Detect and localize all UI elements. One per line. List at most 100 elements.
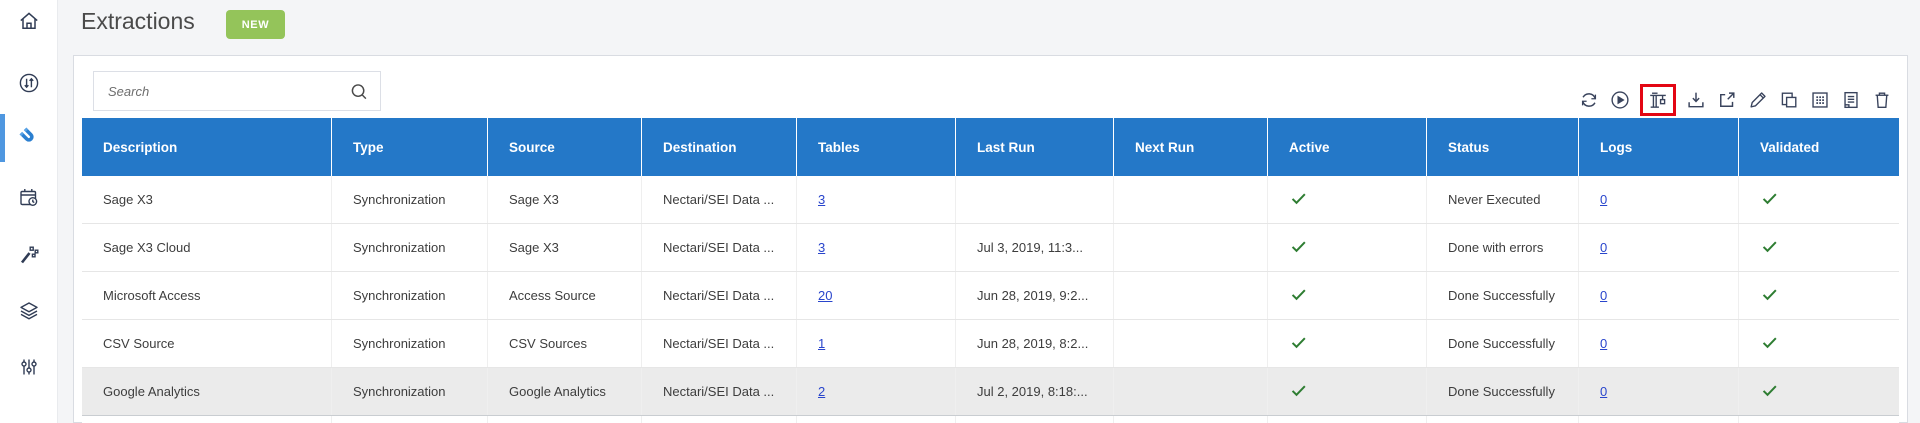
calendar-clock-icon [17, 189, 41, 214]
magnet-icon [17, 127, 41, 153]
cell-next-run [1114, 224, 1268, 271]
logs-link[interactable]: 0 [1600, 384, 1608, 399]
column-header-logs[interactable]: Logs [1579, 118, 1739, 176]
check-icon [1760, 189, 1779, 211]
column-header-source[interactable]: Source [488, 118, 642, 176]
table-body: Sage X3 Synchronization Sage X3 Nectari/… [82, 176, 1899, 416]
cell-next-run [1114, 368, 1268, 415]
check-icon [1760, 381, 1779, 403]
tables-link[interactable]: 20 [818, 288, 833, 303]
search-icon[interactable] [348, 81, 370, 108]
cell-status: Done Successfully [1427, 368, 1579, 415]
cell-type: Synchronization [332, 272, 488, 319]
report-icon[interactable] [1840, 89, 1862, 111]
cell-status: Never Executed [1427, 176, 1579, 223]
transfer-circle-icon [17, 73, 41, 99]
cell-description: Sage X3 [82, 176, 332, 223]
column-header-description[interactable]: Description [82, 118, 332, 176]
table-row[interactable]: Sage X3 Cloud Synchronization Sage X3 Ne… [82, 224, 1899, 272]
check-icon [1289, 333, 1308, 355]
table-row[interactable]: Microsoft Access Synchronization Access … [82, 272, 1899, 320]
cell-destination: Nectari/SEI Data ... [642, 368, 797, 415]
cell-source: Access Source [488, 272, 642, 319]
column-header-destination[interactable]: Destination [642, 118, 797, 176]
delete-icon[interactable] [1871, 89, 1893, 111]
cell-description: Sage X3 Cloud [82, 224, 332, 271]
sidebar-item-extractions[interactable] [17, 125, 41, 149]
column-header-last-run[interactable]: Last Run [956, 118, 1114, 176]
cell-description: Microsoft Access [82, 272, 332, 319]
tables-link[interactable]: 3 [818, 240, 826, 255]
column-header-validated[interactable]: Validated [1760, 139, 1820, 155]
check-icon [1289, 381, 1308, 403]
sidebar-item-transfers[interactable] [17, 71, 41, 95]
cell-status: Done Successfully [1427, 272, 1579, 319]
sidebar-item-wizard[interactable] [17, 243, 41, 267]
new-button[interactable]: NEW [226, 10, 285, 39]
cell-active [1268, 224, 1427, 271]
logs-link[interactable]: 0 [1600, 288, 1608, 303]
refresh-icon[interactable] [1578, 89, 1600, 111]
open-external-icon[interactable] [1716, 89, 1738, 111]
crane-icon[interactable] [1647, 89, 1669, 111]
cell-next-run [1114, 176, 1268, 223]
cell-type: Synchronization [332, 368, 488, 415]
cell-status: Done with errors [1427, 224, 1579, 271]
active-item-indicator [0, 114, 5, 162]
cell-logs: 0 [1579, 272, 1739, 319]
sidebar-item-settings[interactable] [17, 355, 41, 379]
check-icon [1289, 237, 1308, 259]
check-icon [1760, 237, 1779, 259]
home-icon [17, 12, 41, 37]
cell-last-run: Jun 28, 2019, 8:2... [956, 320, 1114, 367]
highlight-box [1640, 84, 1676, 116]
cell-description: Google Analytics [82, 368, 332, 415]
grid-icon[interactable] [1809, 89, 1831, 111]
cell-validated [1739, 176, 1899, 223]
column-header-status[interactable]: Status [1427, 118, 1579, 176]
table-row[interactable]: Sage X3 Synchronization Sage X3 Nectari/… [82, 176, 1899, 224]
cell-destination: Nectari/SEI Data ... [642, 224, 797, 271]
cell-destination: Nectari/SEI Data ... [642, 320, 797, 367]
cell-last-run [956, 176, 1114, 223]
edit-icon[interactable] [1747, 89, 1769, 111]
cell-validated [1739, 224, 1899, 271]
tables-link[interactable]: 2 [818, 384, 826, 399]
column-header-active[interactable]: Active [1268, 118, 1427, 176]
tables-link[interactable]: 3 [818, 192, 826, 207]
cell-next-run [1114, 272, 1268, 319]
cell-validated [1739, 368, 1899, 415]
cell-active [1268, 368, 1427, 415]
cell-logs: 0 [1579, 368, 1739, 415]
column-header-next-run[interactable]: Next Run [1114, 118, 1268, 176]
download-icon[interactable] [1685, 89, 1707, 111]
sidebar-item-layers[interactable] [17, 299, 41, 323]
column-header-type[interactable]: Type [332, 118, 488, 176]
column-header-tables[interactable]: Tables [797, 118, 956, 176]
sidebar-item-schedule[interactable] [17, 186, 41, 210]
logs-link[interactable]: 0 [1600, 336, 1608, 351]
search-input[interactable] [108, 72, 338, 110]
cell-tables: 2 [797, 368, 956, 415]
cell-source: CSV Sources [488, 320, 642, 367]
cell-source: Google Analytics [488, 368, 642, 415]
check-icon [1289, 189, 1308, 211]
logs-link[interactable]: 0 [1600, 240, 1608, 255]
tables-link[interactable]: 1 [818, 336, 826, 351]
copy-icon[interactable] [1778, 89, 1800, 111]
run-icon[interactable] [1609, 89, 1631, 111]
cell-description: CSV Source [82, 320, 332, 367]
logs-link[interactable]: 0 [1600, 192, 1608, 207]
cell-type: Synchronization [332, 224, 488, 271]
table-row[interactable]: Google Analytics Synchronization Google … [82, 368, 1899, 416]
cell-last-run: Jul 3, 2019, 11:3... [956, 224, 1114, 271]
table-row[interactable]: CSV Source Synchronization CSV Sources N… [82, 320, 1899, 368]
cell-status: Done Successfully [1427, 320, 1579, 367]
table-header-row: Description Type Source Destination Tables La… [82, 118, 1899, 176]
sidebar-item-home[interactable] [17, 9, 41, 33]
cell-logs: 0 [1579, 224, 1739, 271]
cell-active [1268, 176, 1427, 223]
cell-validated [1739, 320, 1899, 367]
cell-source: Sage X3 [488, 176, 642, 223]
cell-destination: Nectari/SEI Data ... [642, 176, 797, 223]
